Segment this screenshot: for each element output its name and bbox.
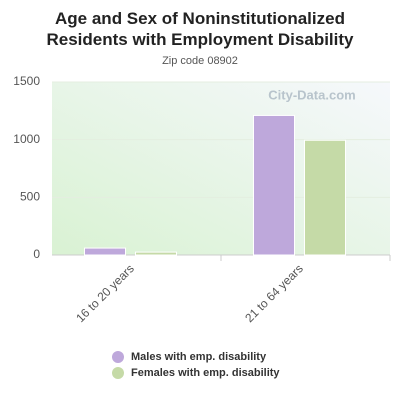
bar	[84, 247, 126, 256]
watermark: City-Data.com	[268, 87, 355, 102]
y-tick-label: 1000	[13, 132, 40, 146]
legend-swatch	[112, 367, 124, 379]
legend-swatch	[112, 351, 124, 363]
y-tick-label: 0	[33, 247, 40, 261]
x-tick-label: 21 to 64 years	[242, 261, 306, 325]
y-tick-label: 1500	[13, 74, 40, 88]
chart-subtitle: Zip code 08902	[162, 55, 238, 67]
y-tick-label: 500	[20, 190, 40, 204]
legend-label: Males with emp. disability	[131, 351, 267, 363]
bar	[253, 114, 295, 256]
bar	[304, 139, 346, 256]
x-tick-label: 16 to 20 years	[73, 261, 137, 325]
chart-title: Age and Sex of Noninstitutionalized Resi…	[46, 9, 354, 49]
bar	[135, 251, 177, 256]
legend-label: Females with emp. disability	[131, 367, 280, 379]
